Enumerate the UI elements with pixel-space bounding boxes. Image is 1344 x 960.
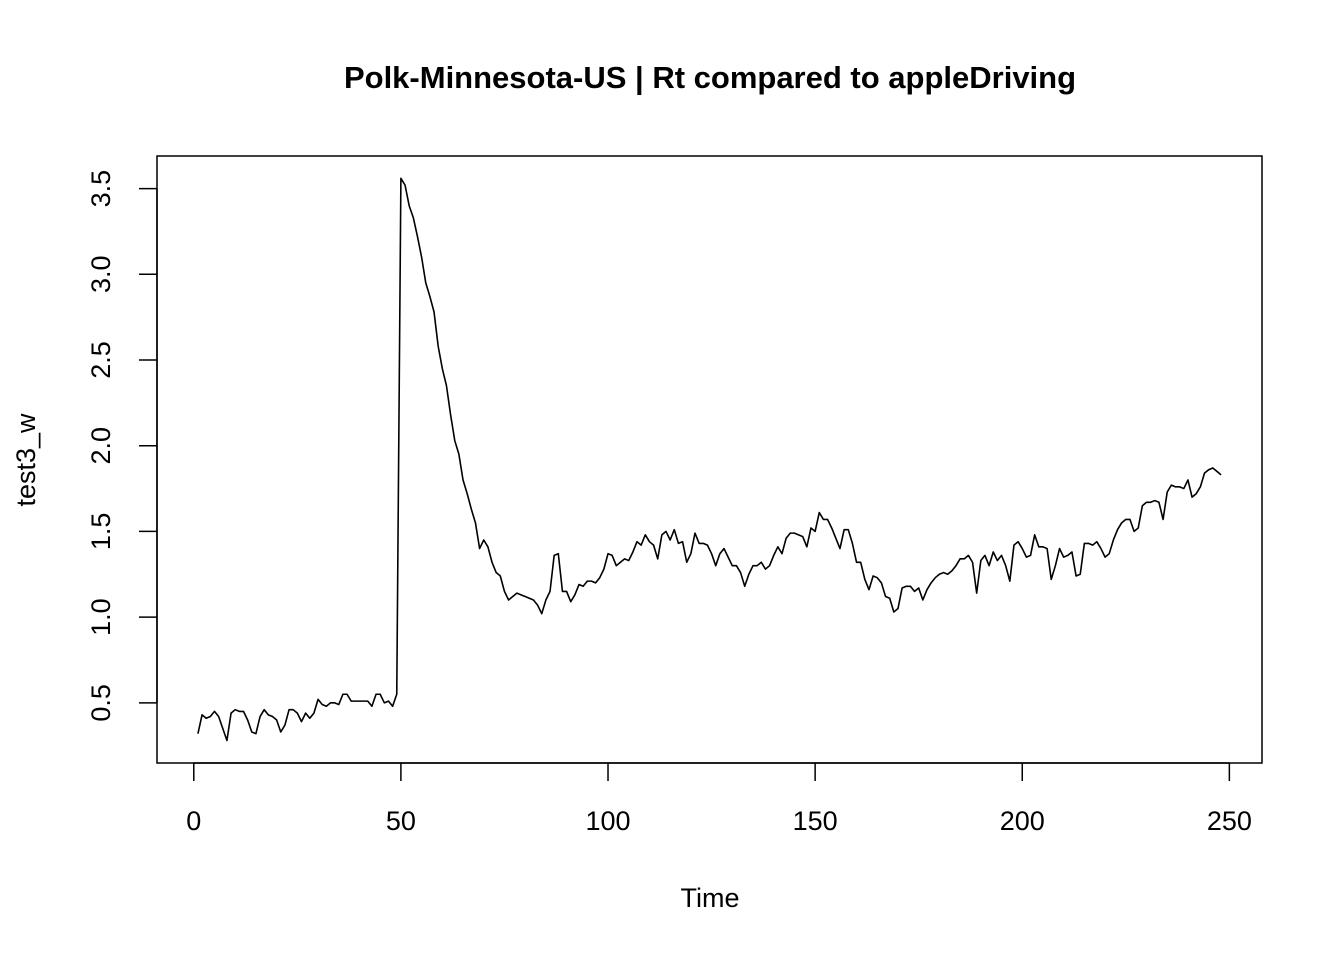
x-tick-label: 100 — [585, 806, 630, 836]
y-tick-label: 3.0 — [86, 256, 116, 294]
x-tick-label: 50 — [386, 806, 416, 836]
chart-title: Polk-Minnesota-US | Rt compared to apple… — [344, 60, 1076, 95]
x-axis-label: Time — [681, 883, 740, 913]
y-tick-label: 3.5 — [86, 170, 116, 208]
y-axis-label: test3_w — [11, 413, 41, 507]
x-tick-label: 200 — [1000, 806, 1045, 836]
x-tick-label: 0 — [186, 806, 201, 836]
y-tick-label: 0.5 — [86, 684, 116, 722]
x-tick-label: 250 — [1207, 806, 1252, 836]
x-tick-label: 150 — [793, 806, 838, 836]
y-tick-label: 1.5 — [86, 513, 116, 551]
y-tick-label: 2.0 — [86, 427, 116, 465]
y-tick-label: 2.5 — [86, 341, 116, 379]
data-line — [197, 177, 1222, 742]
y-tick-label: 1.0 — [86, 598, 116, 636]
